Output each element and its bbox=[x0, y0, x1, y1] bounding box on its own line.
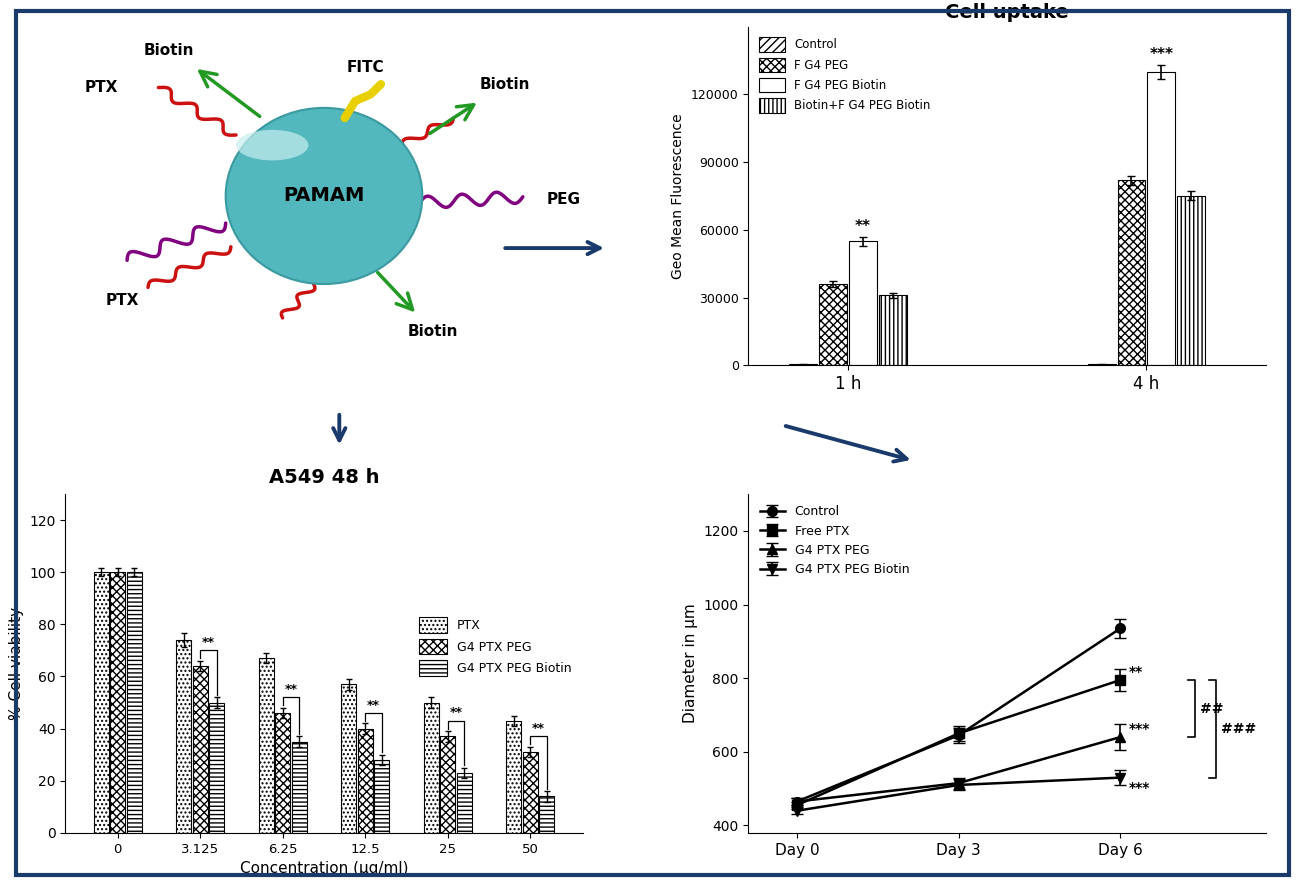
Ellipse shape bbox=[249, 136, 377, 251]
Bar bbox=[375, 760, 389, 833]
Text: PTX: PTX bbox=[85, 80, 119, 95]
Bar bbox=[110, 572, 125, 833]
Ellipse shape bbox=[257, 146, 361, 239]
Ellipse shape bbox=[243, 128, 390, 260]
Ellipse shape bbox=[254, 143, 367, 244]
Ellipse shape bbox=[248, 135, 380, 253]
Bar bbox=[127, 572, 142, 833]
Title: A549 48 h: A549 48 h bbox=[269, 468, 380, 487]
Bar bbox=[506, 721, 522, 833]
Text: Biotin: Biotin bbox=[144, 43, 194, 58]
Y-axis label: Geo Mean Fluorescence: Geo Mean Fluorescence bbox=[671, 113, 685, 279]
Bar bbox=[878, 295, 907, 365]
Text: ###: ### bbox=[1220, 722, 1255, 735]
Legend: Control, Free PTX, G4 PTX PEG, G4 PTX PEG Biotin: Control, Free PTX, G4 PTX PEG, G4 PTX PE… bbox=[754, 501, 915, 581]
Ellipse shape bbox=[256, 144, 364, 241]
Ellipse shape bbox=[251, 138, 373, 248]
Bar bbox=[440, 736, 455, 833]
Text: **: ** bbox=[367, 699, 380, 711]
X-axis label: Concentration (μg/ml): Concentration (μg/ml) bbox=[240, 861, 408, 876]
Ellipse shape bbox=[230, 112, 416, 279]
Title: Cell uptake: Cell uptake bbox=[945, 4, 1069, 22]
Bar bbox=[275, 713, 291, 833]
Bar bbox=[1117, 180, 1146, 365]
Bar bbox=[291, 742, 307, 833]
Ellipse shape bbox=[241, 126, 393, 263]
Ellipse shape bbox=[238, 122, 399, 268]
Ellipse shape bbox=[236, 120, 403, 270]
Text: **: ** bbox=[1129, 664, 1143, 679]
Bar bbox=[790, 364, 817, 365]
Text: ***: *** bbox=[1129, 722, 1150, 735]
Bar bbox=[176, 640, 192, 833]
Text: ***: *** bbox=[1129, 781, 1150, 796]
Bar bbox=[850, 241, 877, 365]
Bar bbox=[1147, 72, 1176, 365]
Ellipse shape bbox=[244, 130, 386, 258]
Text: Biotin: Biotin bbox=[407, 324, 458, 339]
Ellipse shape bbox=[226, 108, 423, 284]
Bar bbox=[1088, 364, 1116, 365]
Y-axis label: % Cell viability: % Cell viability bbox=[9, 607, 23, 720]
Text: **: ** bbox=[449, 706, 462, 719]
Text: **: ** bbox=[284, 683, 298, 696]
Ellipse shape bbox=[231, 114, 412, 277]
Ellipse shape bbox=[227, 110, 419, 282]
Bar bbox=[522, 752, 538, 833]
Bar bbox=[820, 284, 847, 365]
Text: PAMAM: PAMAM bbox=[283, 186, 364, 206]
Bar bbox=[94, 572, 108, 833]
Text: **: ** bbox=[855, 219, 870, 234]
Ellipse shape bbox=[253, 140, 371, 246]
Ellipse shape bbox=[226, 108, 423, 284]
Legend: PTX, G4 PTX PEG, G4 PTX PEG Biotin: PTX, G4 PTX PEG, G4 PTX PEG Biotin bbox=[415, 612, 577, 680]
Bar bbox=[358, 728, 373, 833]
Bar bbox=[424, 703, 438, 833]
Y-axis label: Diameter in μm: Diameter in μm bbox=[683, 603, 698, 723]
Bar bbox=[1177, 196, 1205, 365]
Text: PEG: PEG bbox=[547, 192, 581, 206]
Bar bbox=[539, 797, 555, 833]
Text: FITC: FITC bbox=[347, 59, 384, 74]
Ellipse shape bbox=[239, 124, 397, 265]
Bar bbox=[209, 703, 224, 833]
Text: ##: ## bbox=[1199, 702, 1223, 716]
Text: Biotin: Biotin bbox=[480, 77, 530, 91]
Ellipse shape bbox=[234, 118, 406, 272]
Text: PTX: PTX bbox=[106, 293, 138, 308]
Ellipse shape bbox=[245, 132, 384, 255]
Bar bbox=[457, 773, 472, 833]
Text: ***: *** bbox=[1150, 47, 1173, 62]
Text: **: ** bbox=[532, 722, 545, 735]
Text: **: ** bbox=[202, 636, 215, 649]
Ellipse shape bbox=[232, 116, 410, 275]
Ellipse shape bbox=[236, 130, 308, 160]
Bar bbox=[258, 658, 274, 833]
Legend: Control, F G4 PEG, F G4 PEG Biotin, Biotin+F G4 PEG Biotin: Control, F G4 PEG, F G4 PEG Biotin, Biot… bbox=[754, 33, 936, 117]
Bar bbox=[341, 684, 356, 833]
Bar bbox=[193, 666, 207, 833]
